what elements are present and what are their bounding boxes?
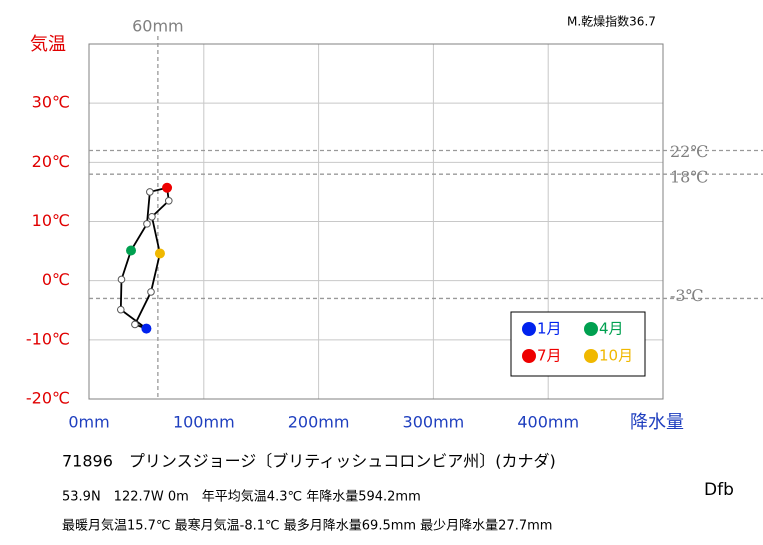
legend-label: 1月: [537, 320, 562, 338]
info-line: 53.9N 122.7W 0m 年平均気温4.3℃ 年降水量594.2mm: [62, 489, 421, 505]
month-point: [147, 288, 155, 296]
station-name: 71896 プリンスジョージ〔ブリティッシュコロンビア州〕(カナダ): [62, 452, 556, 471]
legend-swatch: [584, 349, 598, 363]
month-point: [162, 182, 173, 193]
y-tick-label: 10℃: [32, 211, 70, 230]
plot-border: [88, 43, 664, 400]
dryness-index: M.乾燥指数36.7: [567, 14, 656, 29]
x-tick-label: 300mm: [403, 413, 465, 432]
legend-label: 4月: [599, 320, 624, 338]
y-axis-label: 気温: [30, 34, 66, 55]
reference-label: 18℃: [670, 168, 708, 187]
y-tick-label: -20℃: [26, 389, 70, 408]
month-point: [143, 220, 151, 228]
legend-label: 10月: [599, 347, 633, 365]
reference-label: 60mm: [132, 17, 184, 36]
climate-class: Dfb: [704, 480, 734, 500]
month-point: [116, 305, 125, 314]
month-point: [126, 245, 137, 256]
x-tick-label: 400mm: [517, 413, 579, 432]
y-tick-label: 0℃: [42, 270, 70, 289]
month-point: [164, 196, 173, 205]
legend-label: 7月: [537, 347, 562, 365]
y-tick-label: 30℃: [32, 93, 70, 112]
month-point: [117, 275, 126, 284]
x-tick-label: 0mm: [68, 413, 109, 432]
legend-swatch: [584, 322, 598, 336]
month-point: [154, 248, 165, 259]
reference-label: -3℃: [670, 286, 703, 305]
month-point: [148, 212, 156, 221]
month-point: [146, 188, 154, 196]
info-line: 最暖月気温15.7℃ 最寒月気温-8.1℃ 最多月降水量69.5mm 最少月降水…: [62, 518, 552, 534]
month-point: [131, 320, 139, 329]
reference-label: 22℃: [670, 142, 708, 161]
legend-swatch: [522, 349, 536, 363]
x-axis-label: 降水量: [630, 412, 684, 433]
y-tick-label: -10℃: [26, 329, 70, 348]
x-tick-label: 200mm: [288, 413, 350, 432]
x-tick-label: 100mm: [173, 413, 235, 432]
month-point: [141, 323, 152, 334]
legend-box: [510, 311, 646, 377]
legend-swatch: [522, 322, 536, 336]
y-tick-label: 20℃: [32, 152, 70, 171]
